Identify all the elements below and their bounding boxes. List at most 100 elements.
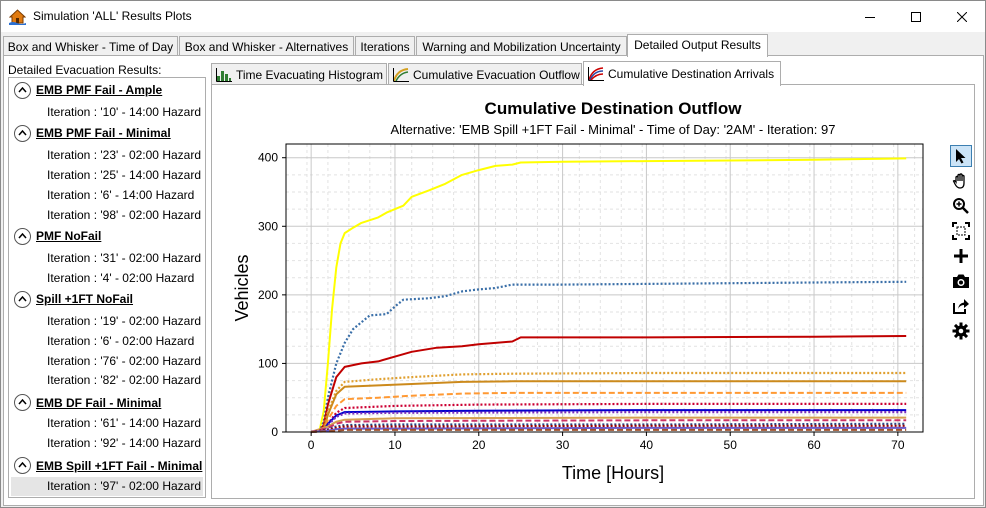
chart-subtitle: Alternative: 'EMB Spill +1FT Fail - Mini… <box>391 122 836 137</box>
maximize-icon <box>911 11 921 22</box>
tree-item[interactable]: Iteration : '19' - 02:00 Hazard <box>47 314 202 328</box>
tree-item[interactable]: Iteration : '10' - 14:00 Hazard <box>47 105 202 119</box>
x-tick-label: 40 <box>640 438 654 452</box>
tree-item[interactable]: Iteration : '6' - 02:00 Hazard <box>47 334 195 348</box>
tab-label: Box and Whisker - Alternatives <box>184 40 349 54</box>
series-line-9 <box>310 416 907 433</box>
tree-group-emb-pmf-fail-ample[interactable]: EMB PMF Fail - Ample <box>36 83 163 97</box>
x-tick-label: 30 <box>556 438 570 452</box>
zoom-fit-button[interactable] <box>950 220 972 242</box>
tab-label: Box and Whisker - Time of Day <box>7 40 174 54</box>
add-icon <box>954 249 968 263</box>
chart-ticks: 0 10 20 30 40 50 60 70 0 100 200 300 400 <box>258 151 905 452</box>
zoom-fit-icon <box>952 222 970 240</box>
subtab-cumulative-destination-arrivals[interactable]: Cumulative Destination Arrivals <box>583 61 781 86</box>
subtab-label: Time Evacuating Histogram <box>236 67 383 82</box>
subtab-cumulative-evacuation-outflow[interactable]: Cumulative Evacuation Outflow <box>388 63 582 85</box>
y-tick-label: 0 <box>271 425 278 439</box>
tree-item[interactable]: Iteration : '23' - 02:00 Hazard <box>47 148 202 162</box>
house-flood-icon <box>9 9 26 25</box>
settings-gear-icon <box>952 322 970 340</box>
y-tick-label: 300 <box>258 219 278 233</box>
pan-tool-button[interactable] <box>950 170 972 192</box>
x-tick-label: 70 <box>891 438 905 452</box>
series-line-14 <box>311 428 907 433</box>
plot-area <box>285 143 924 433</box>
tree-item[interactable]: Iteration : '76' - 02:00 Hazard <box>47 354 202 368</box>
tree-label: Detailed Evacuation Results: <box>8 63 162 77</box>
tree-group-pmf-nofail[interactable]: PMF NoFail <box>36 229 102 243</box>
title-bar[interactable]: Simulation 'ALL' Results Plots <box>1 1 985 32</box>
tab-label: Iterations <box>360 40 410 54</box>
add-button[interactable] <box>950 245 972 267</box>
collapse-icon[interactable] <box>14 82 31 99</box>
settings-button[interactable] <box>950 320 972 342</box>
y-tick-label: 200 <box>258 288 278 302</box>
tree-item[interactable]: Iteration : '61' - 14:00 Hazard <box>47 416 202 430</box>
window-title: Simulation 'ALL' Results Plots <box>33 9 192 23</box>
tab-warning-mobilization[interactable]: Warning and Mobilization Uncertainty <box>416 36 627 56</box>
tab-label: Detailed Output Results <box>634 38 761 52</box>
x-tick-label: 60 <box>807 438 821 452</box>
tree-group-emb-pmf-fail-minimal[interactable]: EMB PMF Fail - Minimal <box>36 126 171 140</box>
collapse-icon[interactable] <box>14 125 31 142</box>
x-tick-label: 50 <box>724 438 738 452</box>
series-line-0 <box>310 157 907 433</box>
tree-item[interactable]: Iteration : '82' - 02:00 Hazard <box>47 373 202 387</box>
cumulative-outflow-chart[interactable]: Cumulative Destination Outflow Alternati… <box>211 84 975 499</box>
chart-title: Cumulative Destination Outflow <box>485 99 743 118</box>
y-tick-label: 400 <box>258 151 278 165</box>
series-line-4 <box>310 380 907 433</box>
snapshot-button[interactable] <box>950 270 972 292</box>
y-axis-label: Vehicles <box>232 254 252 321</box>
collapse-icon[interactable] <box>14 228 31 245</box>
series-line-2 <box>311 335 907 433</box>
subtab-label: Cumulative Destination Arrivals <box>608 67 775 81</box>
tree-item[interactable]: Iteration : '92' - 14:00 Hazard <box>47 436 202 450</box>
close-button[interactable] <box>939 1 985 32</box>
x-tick-label: 20 <box>472 438 486 452</box>
tree-group-emb-spill-1ft-fail-minimal[interactable]: EMB Spill +1FT Fail - Minimal <box>36 459 203 473</box>
x-tick-label: 0 <box>308 438 315 452</box>
series-line-10 <box>310 419 907 433</box>
series-line-13 <box>311 426 907 433</box>
series-line-1 <box>311 280 907 434</box>
pan-hand-icon <box>952 173 965 189</box>
tree-selection-highlight <box>11 477 203 496</box>
zoom-tool-button[interactable] <box>950 195 972 217</box>
y-tick-label: 100 <box>258 356 278 370</box>
outflow-curve-icon <box>393 67 409 82</box>
series-line-6 <box>310 402 907 434</box>
export-icon <box>953 299 969 314</box>
tree-item[interactable]: Iteration : '6' - 14:00 Hazard <box>47 188 195 202</box>
series-line-5 <box>310 391 907 433</box>
evacuation-results-tree[interactable]: EMB PMF Fail - Ample Iteration : '10' - … <box>8 77 206 498</box>
collapse-icon[interactable] <box>14 291 31 308</box>
tab-detailed-output-results[interactable]: Detailed Output Results <box>627 34 768 57</box>
tree-group-emb-df-fail-minimal[interactable]: EMB DF Fail - Minimal <box>36 396 162 410</box>
tree-group-spill-1ft-nofail[interactable]: Spill +1FT NoFail <box>36 292 134 306</box>
minimize-button[interactable] <box>847 1 893 32</box>
pointer-icon <box>956 149 966 164</box>
camera-icon <box>953 274 969 288</box>
tree-item[interactable]: Iteration : '98' - 02:00 Hazard <box>47 208 202 222</box>
collapse-icon[interactable] <box>14 394 31 411</box>
collapse-icon[interactable] <box>14 457 31 474</box>
chart-grid <box>285 144 923 433</box>
arrivals-curve-icon <box>588 67 604 81</box>
tree-item-selected[interactable]: Iteration : '97' - 02:00 Hazard <box>47 479 202 493</box>
tab-box-whisker-alternatives[interactable]: Box and Whisker - Alternatives <box>179 36 354 56</box>
tree-item[interactable]: Iteration : '4' - 02:00 Hazard <box>47 271 195 285</box>
tab-label: Warning and Mobilization Uncertainty <box>422 40 621 54</box>
tree-item[interactable]: Iteration : '25' - 14:00 Hazard <box>47 168 202 182</box>
close-icon <box>957 11 967 22</box>
x-axis-label: Time [Hours] <box>562 463 664 483</box>
chart-series <box>310 157 907 434</box>
tab-box-whisker-time-of-day[interactable]: Box and Whisker - Time of Day <box>3 36 178 56</box>
maximize-button[interactable] <box>893 1 939 32</box>
tree-item[interactable]: Iteration : '31' - 02:00 Hazard <box>47 251 202 265</box>
subtab-time-evacuating-histogram[interactable]: Time Evacuating Histogram <box>211 63 387 85</box>
export-button[interactable] <box>950 295 972 317</box>
pointer-tool-button[interactable] <box>950 145 972 167</box>
tab-iterations[interactable]: Iterations <box>355 36 415 56</box>
